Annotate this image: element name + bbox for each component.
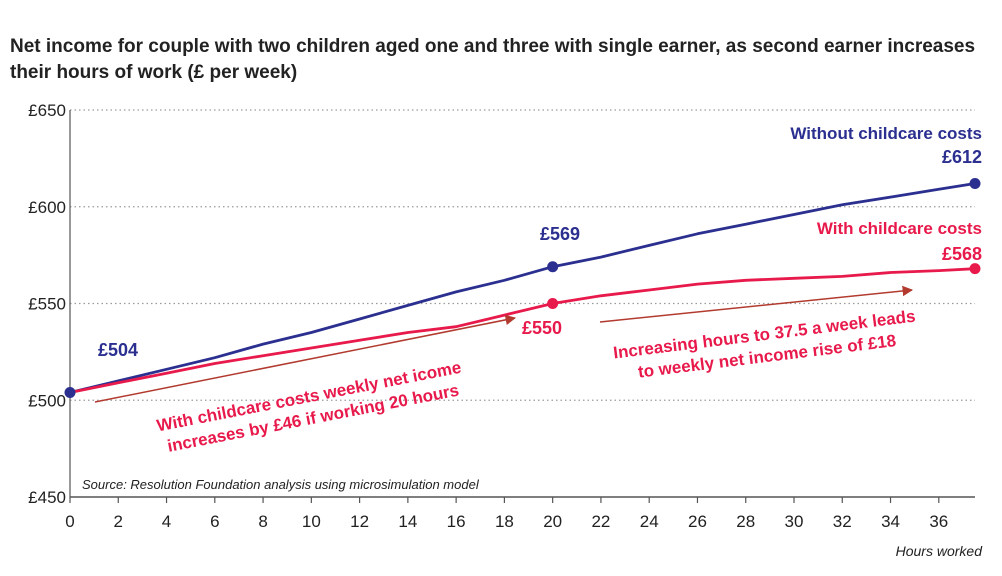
x-tick-label: 0 [65,512,74,531]
x-tick-label: 16 [447,512,466,531]
x-tick-label: 12 [350,512,369,531]
point-marker [969,178,981,190]
y-axis-ticks: £450 £500 £550 £600 £650 [28,101,66,507]
x-tick-label: 4 [162,512,171,531]
x-tick-label: 22 [591,512,610,531]
x-tick-label: 32 [833,512,852,531]
y-tick-label: £650 [28,101,66,120]
x-tick-label: 34 [881,512,900,531]
chart-title: Net income for couple with two children … [10,36,976,83]
series-line-without-childcare [69,182,976,394]
x-tick-label: 20 [543,512,562,531]
data-label: £550 [522,318,562,338]
x-tick-label: 2 [114,512,123,531]
x-tick-label: 28 [736,512,755,531]
data-label: £569 [540,224,580,244]
data-label: £612 [942,147,982,167]
series-lines [69,182,976,394]
series-line-with-childcare [69,267,976,394]
x-tick-label: 6 [210,512,219,531]
labels: Hours worked Without childcare costs With … [82,124,983,559]
annotation-text-right: Increasing hours to 37.5 a week leadsto … [612,307,919,385]
x-tick-label: 36 [929,512,948,531]
annotation-arrows [94,285,914,403]
x-axis-ticks: 0 2 4 6 8 10 12 14 16 18 20 22 24 26 28 30 32 34 36 [65,497,948,531]
y-tick-label: £550 [28,295,66,314]
x-axis-label: Hours worked [896,543,984,559]
point-markers [64,178,981,399]
x-tick-label: 8 [258,512,267,531]
y-tick-label: £450 [28,488,66,507]
series-label-with-childcare: With childcare costs [817,219,982,238]
x-tick-label: 18 [495,512,514,531]
annotation-text-left: With childcare costs weekly net icomeinc… [155,358,467,457]
y-tick-label: £600 [28,198,66,217]
x-tick-label: 24 [640,512,659,531]
axes [69,110,975,498]
annotation-arrow-left [94,314,517,403]
x-tick-label: 14 [398,512,417,531]
source-note: Source: Resolution Foundation analysis u… [82,477,480,492]
point-marker [969,263,981,275]
point-marker [547,298,559,309]
point-marker [64,387,76,399]
data-label: £568 [942,244,982,264]
x-tick-label: 26 [688,512,707,531]
x-tick-label: 30 [785,512,804,531]
data-label: £504 [98,340,138,360]
annotation-arrow-right [599,285,914,323]
series-label-without-childcare: Without childcare costs [790,124,982,143]
y-tick-label: £500 [28,391,66,410]
point-marker [547,261,559,273]
x-tick-label: 10 [302,512,321,531]
